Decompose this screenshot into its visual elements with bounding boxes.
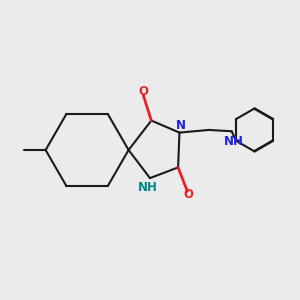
Text: O: O xyxy=(184,188,194,201)
Text: O: O xyxy=(138,85,148,98)
Text: NH: NH xyxy=(137,181,157,194)
Text: N: N xyxy=(176,118,186,132)
Text: NH: NH xyxy=(224,135,244,148)
